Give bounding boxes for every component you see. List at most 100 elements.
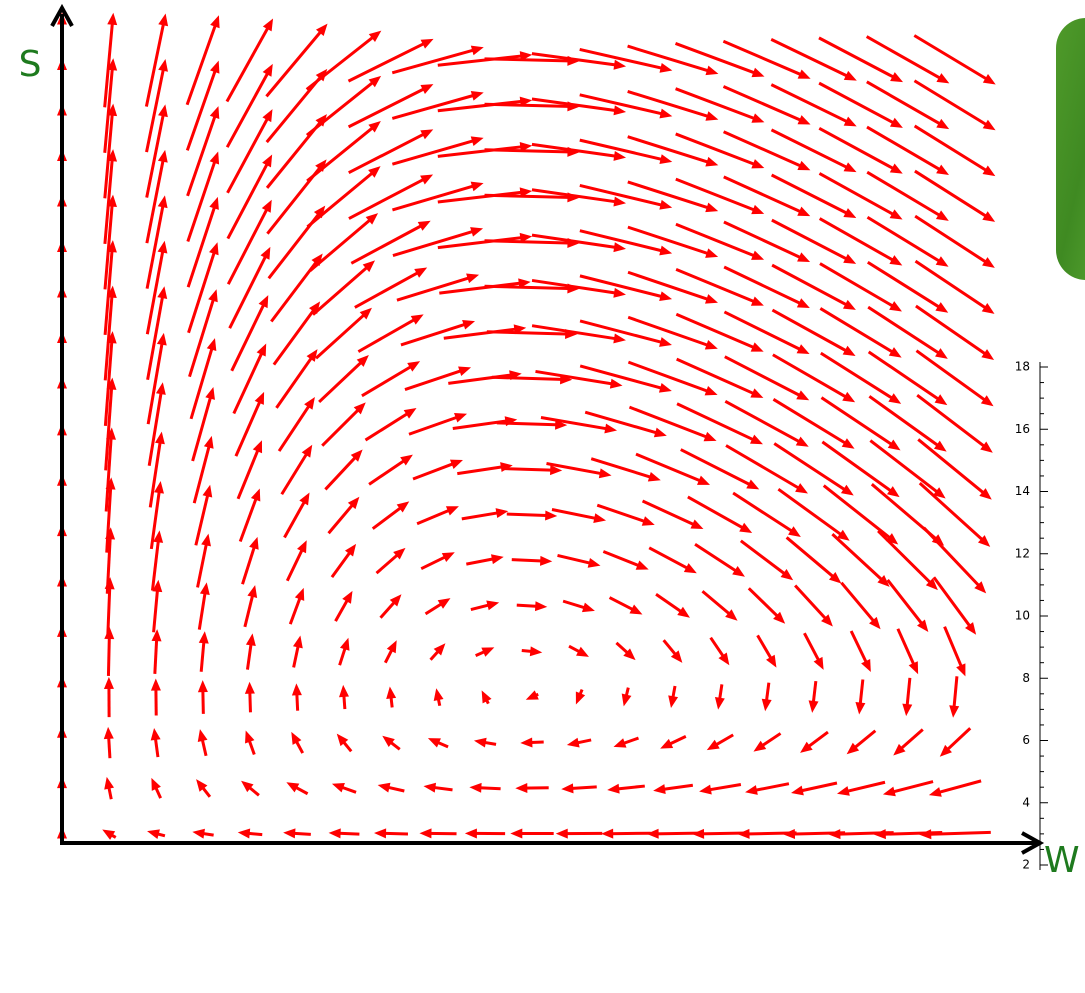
x-axis-label: W [1044,840,1080,881]
field-arrow [694,542,740,575]
field-arrowhead [746,479,760,490]
field-arrow [843,780,886,794]
field-arrow [531,278,620,295]
field-arrowhead [869,616,881,630]
field-arrow [722,130,805,169]
field-arrow [103,247,114,335]
field-arrow [238,494,259,542]
field-arrowhead [156,332,167,346]
field-arrowhead [683,563,697,574]
field-arrowhead [382,735,395,748]
field-arrow [150,537,161,591]
field-arrowhead [283,828,296,839]
field-arrow [348,131,428,175]
field-arrowhead [154,431,165,445]
field-arrowhead [704,386,718,396]
field-arrow [103,19,115,108]
field-arrowhead [486,600,500,611]
field-arrowhead [150,678,161,691]
field-arrowhead [393,547,406,560]
field-arrow [506,512,551,518]
field-arrowhead [977,535,991,547]
field-arrowhead [420,174,434,185]
field-arrowhead [495,508,509,519]
field-arrowhead [410,314,424,325]
field-arrow [756,634,775,663]
field-arrow [535,369,616,386]
field-arrowhead [470,136,484,146]
field-arrowhead [244,681,255,694]
field-arrowhead [753,740,767,752]
field-arrowhead [561,783,574,794]
field-arrowhead [260,246,271,260]
field-arrow [867,350,943,403]
field-arrowhead [751,159,765,169]
field-arrowhead [339,684,349,698]
field-arrow [531,233,620,250]
field-arrowhead [104,776,115,790]
field-arrow [770,173,851,217]
field-arrow [308,216,374,273]
field-arrowhead [745,785,758,795]
field-arrowhead [935,302,949,313]
field-arrow [437,144,526,158]
field-arrowhead [158,58,168,72]
field-arrow [371,504,405,530]
field-arrowhead [593,513,607,524]
field-arrowhead [782,828,796,839]
field-arrowhead [423,782,437,793]
field-arrow [186,157,218,242]
field-arrowhead [433,688,444,701]
field-arrow [614,784,645,791]
field-arrowhead [659,108,673,119]
field-arrow [391,47,478,75]
field-arrowhead [102,829,116,840]
field-arrow [628,405,711,440]
field-arrowhead [635,560,649,570]
field-arrowhead [202,484,213,498]
field-arrow [305,33,377,91]
field-arrowhead [540,555,553,566]
field-arrow [484,284,573,291]
field-arrow [145,65,166,153]
inset-chart: 2 4 6 8 10 12 14 16 18 [1015,360,1048,872]
field-arrow [724,399,804,445]
field-arrowhead [247,585,258,598]
field-arrow [641,499,698,528]
field-arrowhead [982,211,996,222]
field-arrowhead [252,440,263,454]
field-arrow [770,38,851,79]
field-arrow [820,396,896,448]
field-arrowhead [362,260,376,273]
field-arrow [868,395,942,449]
field-arrow [739,539,789,578]
field-arrowhead [466,273,480,284]
field-arrow [420,554,449,571]
field-arrowhead [104,577,115,590]
field-arrowhead [846,742,860,755]
field-arrowhead [106,377,117,390]
field-arrowhead [197,729,208,742]
field-arrow [866,125,944,173]
field-arrowhead [458,366,472,376]
field-arrowhead [441,552,455,563]
field-arrowhead [197,680,208,693]
field-arrowhead [796,344,810,355]
field-arrowhead [417,220,431,231]
inset-tick-label: 8 [1022,671,1030,685]
field-arrowhead [262,18,274,32]
field-arrow [627,270,712,302]
field-arrowhead [659,154,673,164]
field-arrowhead [258,295,269,309]
field-arrow [896,628,917,669]
field-arrow [106,584,112,635]
field-arrowhead [339,637,350,651]
field-arrowhead [621,693,632,707]
field-arrowhead [192,828,205,839]
field-arrowhead [705,65,719,76]
field-arrowhead [766,654,777,668]
field-arrow [723,310,804,353]
field-arrow [820,351,896,402]
field-arrow [557,553,594,566]
field-arrowhead [613,150,627,161]
